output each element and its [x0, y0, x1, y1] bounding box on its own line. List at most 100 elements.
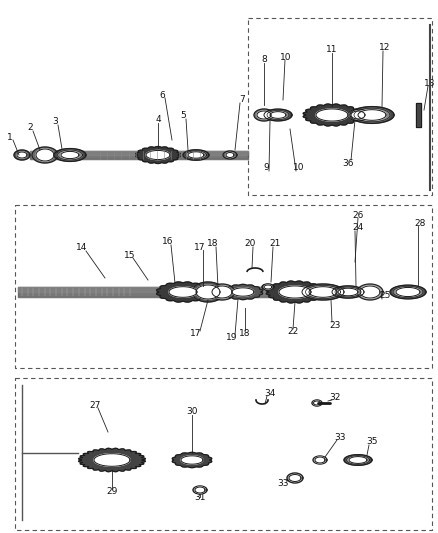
Text: 8: 8: [261, 55, 267, 64]
Text: 18: 18: [207, 239, 219, 248]
Text: 28: 28: [414, 219, 426, 228]
Polygon shape: [209, 284, 235, 300]
Text: 5: 5: [180, 111, 186, 120]
Polygon shape: [351, 111, 365, 119]
Polygon shape: [195, 487, 205, 493]
Polygon shape: [262, 284, 274, 290]
Polygon shape: [390, 285, 426, 299]
Bar: [416, 103, 421, 127]
Text: 30: 30: [186, 408, 198, 416]
Polygon shape: [302, 284, 344, 300]
Polygon shape: [30, 151, 248, 155]
Polygon shape: [335, 287, 361, 297]
Polygon shape: [279, 286, 311, 298]
Text: 21: 21: [269, 239, 281, 248]
Polygon shape: [313, 456, 327, 464]
Polygon shape: [136, 147, 180, 164]
Text: 4: 4: [155, 116, 161, 125]
Polygon shape: [196, 285, 220, 299]
Polygon shape: [57, 150, 82, 160]
Text: 13: 13: [424, 78, 436, 87]
Text: 33: 33: [334, 432, 346, 441]
Text: 12: 12: [379, 44, 391, 52]
Text: 25: 25: [379, 292, 391, 301]
Polygon shape: [172, 453, 212, 467]
Polygon shape: [354, 108, 390, 122]
Polygon shape: [61, 151, 79, 159]
Text: 29: 29: [106, 488, 118, 497]
Text: 10: 10: [293, 164, 305, 173]
Polygon shape: [181, 456, 203, 464]
Polygon shape: [315, 457, 325, 463]
Polygon shape: [346, 456, 370, 464]
Polygon shape: [18, 287, 315, 297]
Text: 1: 1: [7, 133, 13, 141]
Text: 35: 35: [366, 438, 378, 447]
Text: 6: 6: [159, 91, 165, 100]
Polygon shape: [344, 455, 372, 465]
Polygon shape: [338, 288, 358, 296]
Text: 3: 3: [52, 117, 58, 126]
Polygon shape: [146, 150, 170, 159]
Polygon shape: [30, 151, 248, 159]
Text: 33: 33: [277, 479, 289, 488]
Polygon shape: [264, 285, 272, 289]
Text: 36: 36: [342, 158, 354, 167]
Text: 10: 10: [280, 52, 292, 61]
Polygon shape: [316, 109, 348, 121]
Text: 34: 34: [264, 389, 276, 398]
Polygon shape: [309, 287, 337, 297]
Polygon shape: [17, 152, 27, 158]
Text: 22: 22: [287, 327, 299, 336]
Polygon shape: [223, 284, 263, 300]
Polygon shape: [270, 111, 286, 118]
Text: 24: 24: [353, 223, 364, 232]
Text: 32: 32: [329, 392, 341, 401]
Polygon shape: [396, 287, 420, 296]
Text: 16: 16: [162, 238, 174, 246]
Polygon shape: [264, 109, 292, 121]
Polygon shape: [357, 284, 383, 300]
Polygon shape: [266, 281, 324, 303]
Polygon shape: [18, 287, 315, 292]
Polygon shape: [14, 150, 30, 160]
Polygon shape: [254, 109, 274, 121]
Polygon shape: [226, 152, 234, 157]
Polygon shape: [305, 285, 340, 298]
Polygon shape: [193, 486, 207, 494]
Text: 7: 7: [239, 95, 245, 104]
Polygon shape: [232, 288, 254, 296]
Polygon shape: [94, 454, 130, 466]
Polygon shape: [348, 109, 368, 121]
Text: 14: 14: [76, 244, 88, 253]
Text: 19: 19: [226, 334, 238, 343]
Polygon shape: [360, 286, 380, 298]
Polygon shape: [358, 110, 386, 120]
Text: 2: 2: [27, 124, 33, 133]
Polygon shape: [212, 286, 232, 298]
Polygon shape: [54, 149, 86, 161]
Text: 26: 26: [352, 211, 364, 220]
Polygon shape: [186, 151, 206, 159]
Text: 11: 11: [326, 45, 338, 54]
Text: 27: 27: [89, 400, 101, 409]
Text: 18: 18: [239, 328, 251, 337]
Polygon shape: [36, 149, 54, 161]
Polygon shape: [287, 473, 303, 483]
Text: 17: 17: [190, 329, 202, 338]
Polygon shape: [192, 282, 224, 302]
Polygon shape: [393, 286, 423, 298]
Polygon shape: [32, 147, 58, 163]
Polygon shape: [312, 400, 322, 406]
Polygon shape: [156, 282, 209, 302]
Text: 15: 15: [124, 251, 136, 260]
Text: 23: 23: [329, 320, 341, 329]
Text: 17: 17: [194, 243, 206, 252]
Polygon shape: [257, 111, 271, 119]
Polygon shape: [303, 104, 361, 126]
Polygon shape: [314, 401, 321, 405]
Text: 31: 31: [194, 492, 206, 502]
Polygon shape: [350, 107, 394, 123]
Polygon shape: [169, 287, 197, 297]
Polygon shape: [183, 150, 209, 160]
